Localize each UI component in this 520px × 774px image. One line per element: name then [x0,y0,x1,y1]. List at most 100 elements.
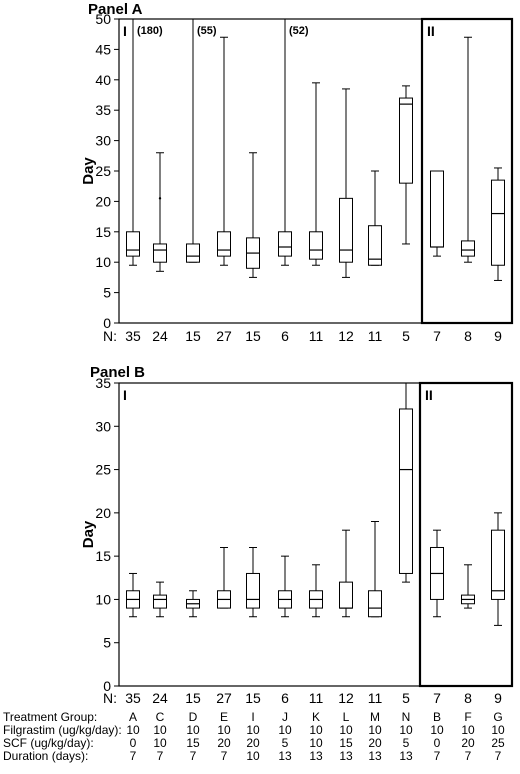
panel-b-y-tick-label: 0 [103,678,111,694]
footer-cell: 10 [153,736,167,750]
footer-cell: F [464,710,471,724]
panel-b-n-value: 8 [464,690,472,706]
panel-a-box-11 [430,170,444,257]
panel-a-n-value: 35 [125,328,141,344]
footer-cell: 7 [130,749,137,763]
footer-cell: 10 [126,723,140,737]
footer-cell: 10 [186,723,200,737]
panel-b-n-value: 6 [281,690,289,706]
iqr-box [368,225,382,266]
footer-cell: B [433,710,441,724]
panel-b-n-value: 15 [185,690,201,706]
footer-cell: G [493,710,502,724]
footer-cell: E [220,710,228,724]
panel-b-y-axis-label: Day [80,520,97,548]
panel-a-n-value: 15 [245,328,261,344]
iqr-box [491,529,505,600]
footer-cell: 20 [461,736,475,750]
footer-cell: 25 [491,736,505,750]
footer-cell: J [282,710,288,724]
footer-cell: 13 [399,749,413,763]
footer-row-label: Treatment Group: [3,710,97,724]
panel-b-n-value: 11 [368,690,383,706]
footer-cell: N [402,710,411,724]
panel-b-section-label-ii: II [425,387,433,403]
footer-cell: 20 [246,736,260,750]
panel-a-y-tick-label: 40 [95,72,111,88]
footer-row-label: Filgrastim (ug/kg/day): [3,723,122,737]
iqr-box [309,231,323,260]
panel-a-n-value: 15 [185,328,201,344]
iqr-box [246,572,260,609]
panel-b-n-value: 12 [338,690,354,706]
footer-cell: 0 [130,736,137,750]
iqr-box [430,170,444,248]
footer-cell: 10 [309,736,323,750]
panel-b-box-5 [246,546,260,618]
footer-cell: 7 [495,749,502,763]
panel-a-n-value: 5 [402,328,410,344]
panel-a-box-3 [186,19,200,263]
panel-b-y-tick-label: 15 [95,548,111,564]
panel-a-n-value: 11 [309,328,324,344]
footer-cell: K [312,710,320,724]
panel-b-section-ii-frame [418,381,514,688]
panel-a-box-8 [339,88,353,278]
panel-b-n-value: 5 [402,690,410,706]
footer-cell: 5 [282,736,289,750]
iqr-box [278,231,292,257]
panel-b-box-1 [126,572,140,618]
panel-a-n-value: 7 [433,328,441,344]
iqr-box [126,231,140,257]
panel-a-n-value: 27 [216,328,232,344]
panel-b-n-value: 9 [494,690,502,706]
footer-cell: 7 [157,749,164,763]
panel-a-section-ii-frame [420,17,514,325]
panel-a-box-12 [461,36,475,263]
panel-b-n-value: 15 [245,690,261,706]
panel-a-y-tick-label: 15 [95,224,111,240]
panel-b-box-3 [186,590,200,618]
footer-cell: 15 [186,736,200,750]
footer-cell: C [156,710,165,724]
panel-a-n-value: 11 [368,328,383,344]
panel-a-y-tick-label: 20 [95,193,111,209]
panel-a-off-scale-note: (55) [197,25,217,37]
panel-a-y-tick-label: 5 [103,285,111,301]
footer-cell: L [343,710,350,724]
panel-a-y-tick-label: 45 [95,41,111,57]
panel-b-box-12 [461,564,475,609]
panel-b-y-tick-label: 20 [95,505,111,521]
panel-b-box-9 [368,521,382,618]
footer-cell: 13 [309,749,323,763]
panel-a-box-4 [217,36,231,266]
panel-b-y-tick-label: 35 [95,375,111,391]
footer-cell: 13 [278,749,292,763]
iqr-box [217,231,231,257]
panel-b-y-tick-label: 5 [103,635,111,651]
panel-b-y-tick-label: 10 [95,591,111,607]
footer-row-label: Duration (days): [3,749,88,763]
panel-a-y-tick-label: 0 [103,315,111,331]
panel-a-box-6 [278,19,292,266]
iqr-box [339,197,353,263]
panel-b-box-6 [278,555,292,618]
panel-b-box-13 [491,512,505,626]
footer-row-label: SCF (ug/kg/day): [3,736,94,750]
panel-a-n-value: 6 [281,328,289,344]
panel-a-y-tick-label: 10 [95,254,111,270]
panel-a-y-tick-label: 25 [95,163,111,179]
footer-cell: 10 [217,723,231,737]
iqr-box [399,408,413,574]
footer-cell: 10 [368,723,382,737]
footer-cell: I [251,710,254,724]
iqr-box [339,581,353,609]
panel-b-n-value: 24 [152,690,168,706]
panel-a-n-prefix: N: [103,328,117,344]
iqr-box [491,179,505,266]
panel-a-n-value: 9 [494,328,502,344]
panel-a-box-9 [368,170,382,266]
footer-cell: 7 [434,749,441,763]
iqr-box [153,594,167,609]
